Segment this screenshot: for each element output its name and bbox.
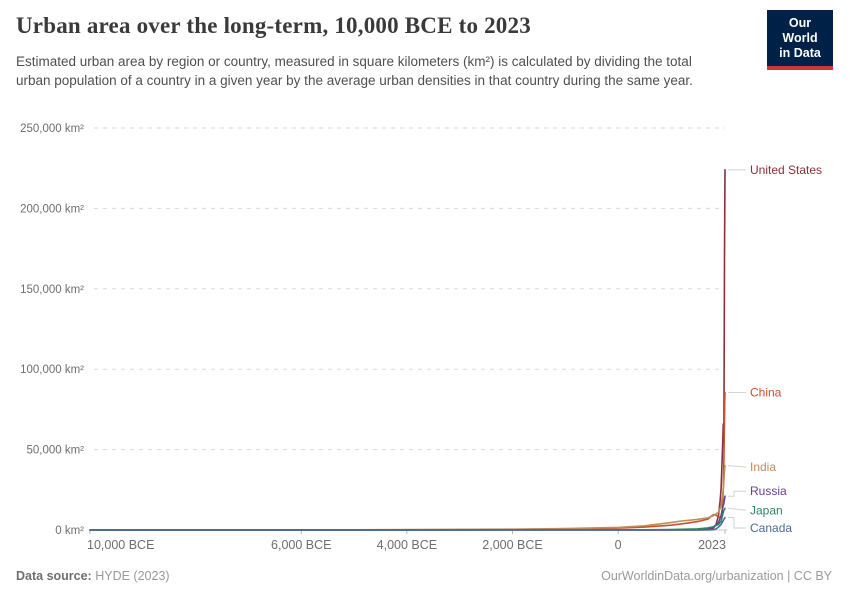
label-connector: [728, 516, 746, 529]
x-tick-label: 2,000 BCE: [482, 538, 542, 552]
line-china[interactable]: [89, 391, 726, 531]
x-tick-label: 0: [615, 538, 622, 552]
series-label-japan[interactable]: Japan: [750, 503, 783, 517]
y-tick-label: 250,000 km²: [20, 123, 84, 135]
x-tick-label: 2023: [698, 538, 726, 552]
label-connector: [727, 465, 747, 468]
y-tick-label: 150,000 km²: [20, 284, 84, 296]
line-india[interactable]: [89, 464, 726, 531]
owid-logo-line2: in Data: [779, 46, 821, 60]
y-tick-label: 0 km²: [55, 525, 84, 537]
owid-logo-line1: Our World: [782, 16, 818, 45]
x-tick-label: 6,000 BCE: [271, 538, 331, 552]
y-tick-label: 200,000 km²: [20, 203, 84, 215]
x-tick-label: 4,000 BCE: [377, 538, 437, 552]
line-russia[interactable]: [89, 495, 726, 531]
y-tick-label: 100,000 km²: [20, 364, 84, 376]
license-link[interactable]: OurWorldinData.org/urbanization | CC BY: [601, 569, 832, 583]
series-label-china[interactable]: China: [750, 386, 782, 400]
label-connector: [728, 490, 746, 497]
data-source-value[interactable]: HYDE (2023): [95, 569, 170, 583]
series-label-canada[interactable]: Canada: [750, 521, 792, 535]
chart-subtitle: Estimated urban area by region or countr…: [16, 54, 693, 88]
x-tick-label: 10,000 BCE: [87, 538, 154, 552]
series-label-russia[interactable]: Russia: [750, 484, 787, 498]
owid-logo[interactable]: Our World in Data: [767, 10, 833, 70]
line-united-states[interactable]: [89, 169, 726, 531]
y-tick-label: 50,000 km²: [26, 445, 84, 457]
series-label-united-states[interactable]: United States: [750, 163, 822, 177]
line-canada[interactable]: [89, 516, 726, 531]
data-source: Data source: HYDE (2023): [16, 569, 170, 583]
series-label-india[interactable]: India: [750, 460, 776, 474]
label-connector: [727, 507, 747, 511]
data-source-label: Data source:: [16, 569, 92, 583]
page-title: Urban area over the long-term, 10,000 BC…: [16, 13, 531, 38]
